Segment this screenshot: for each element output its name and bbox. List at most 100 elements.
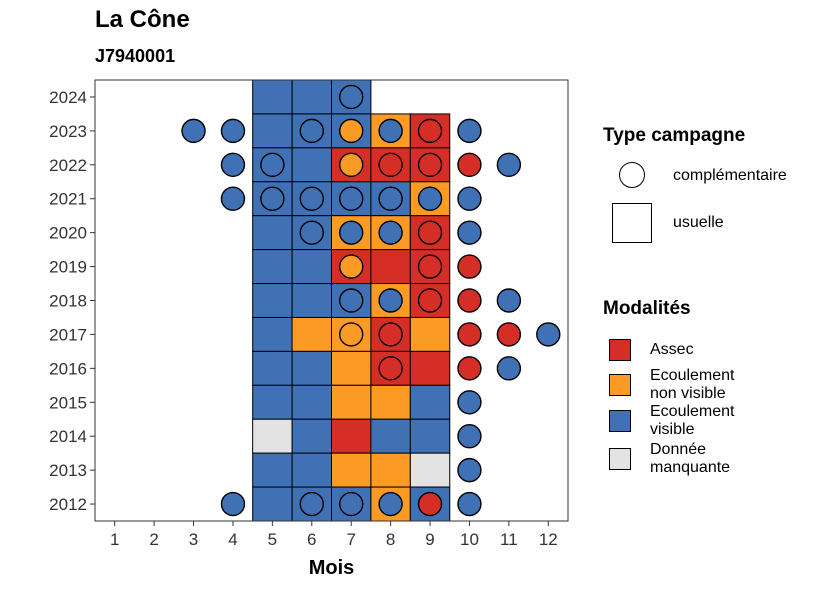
y-tick-label-2018: 2018 xyxy=(49,292,87,311)
usual-cell-2020-5 xyxy=(252,215,293,251)
complementary-point-2022-4 xyxy=(220,152,246,178)
complementary-point-2017-10 xyxy=(457,322,482,347)
complementary-point-2022-7 xyxy=(339,152,364,178)
usual-cell-2024-6 xyxy=(291,79,333,115)
usual-cell-2015-9 xyxy=(409,384,451,420)
legend-type-title: Type campagne xyxy=(603,125,746,146)
complementary-point-2018-11 xyxy=(496,288,522,313)
usual-cell-2015-8 xyxy=(370,384,411,420)
complementary-point-2012-7 xyxy=(339,491,364,517)
legend-label-line: non visible xyxy=(650,385,726,402)
legend-label-line: Donnée xyxy=(650,441,707,458)
complementary-point-2018-8 xyxy=(378,288,403,313)
complementary-point-2023-10 xyxy=(457,118,482,144)
y-tick-label-2015: 2015 xyxy=(49,393,87,412)
x-tick-label-2: 2 xyxy=(149,530,158,549)
chart-subtitle: J7940001 xyxy=(95,46,176,66)
usual-cell-2013-5 xyxy=(252,452,293,488)
usual-cell-2012-5 xyxy=(252,486,293,522)
usual-cell-2017-5 xyxy=(252,316,293,352)
complementary-point-2012-10 xyxy=(457,491,482,517)
legend-key-V xyxy=(609,410,631,432)
complementary-point-2019-10 xyxy=(457,254,482,279)
legend-label-line: Ecoulement xyxy=(650,367,735,384)
complementary-point-2019-7 xyxy=(339,254,364,279)
complementary-point-2018-10 xyxy=(457,288,482,313)
x-tick-label-9: 9 xyxy=(425,530,434,549)
usual-cell-2014-8 xyxy=(370,418,411,454)
complementary-point-2021-6 xyxy=(299,186,324,211)
complementary-point-2020-9 xyxy=(417,220,443,245)
legend-key-circle xyxy=(619,162,645,188)
complementary-point-2021-9 xyxy=(417,186,443,211)
complementary-point-2016-10 xyxy=(457,356,482,381)
complementary-point-2021-5 xyxy=(260,186,285,211)
legend-label-N: Ecoulement non visible xyxy=(650,367,735,403)
usual-cell-2013-7 xyxy=(331,452,372,488)
complementary-point-2021-10 xyxy=(457,186,482,211)
complementary-point-2012-9 xyxy=(417,491,443,517)
legend-label-line: Assec xyxy=(650,341,694,358)
usual-cell-2022-6 xyxy=(291,147,333,183)
x-axis-label: Mois xyxy=(309,557,355,579)
legend-label-square: usuelle xyxy=(673,214,724,231)
usual-cell-2015-6 xyxy=(291,384,333,420)
usual-cell-2016-7 xyxy=(331,350,372,386)
y-tick-label-2019: 2019 xyxy=(49,258,87,277)
complementary-point-2023-9 xyxy=(417,118,443,144)
y-tick-label-2023: 2023 xyxy=(49,122,87,141)
usual-cell-2017-6 xyxy=(291,316,333,352)
complementary-point-2016-11 xyxy=(496,356,522,381)
chart-title: La Cône xyxy=(95,6,190,33)
complementary-point-2023-8 xyxy=(378,118,403,144)
legend-label-A: Assec xyxy=(650,341,694,359)
complementary-point-2023-6 xyxy=(299,118,324,144)
x-tick-label-7: 7 xyxy=(346,530,355,549)
complementary-point-2016-8 xyxy=(378,356,403,381)
x-tick-label-12: 12 xyxy=(539,530,558,549)
complementary-point-2023-7 xyxy=(339,118,364,144)
complementary-point-2018-9 xyxy=(417,288,443,313)
x-tick-label-6: 6 xyxy=(307,530,316,549)
usual-cell-2023-5 xyxy=(252,113,293,149)
legend-modalites-title: Modalités xyxy=(603,298,691,319)
complementary-point-2017-8 xyxy=(378,322,403,347)
complementary-point-2022-10 xyxy=(457,152,482,178)
usual-cell-2013-8 xyxy=(370,452,411,488)
legend-label-circle: complémentaire xyxy=(673,167,787,184)
complementary-point-2017-12 xyxy=(536,322,561,347)
complementary-point-2020-6 xyxy=(299,220,324,245)
usual-cell-2015-7 xyxy=(331,384,372,420)
x-tick-label-10: 10 xyxy=(460,530,479,549)
complementary-point-2022-8 xyxy=(378,152,403,178)
usual-cell-2013-9 xyxy=(409,452,451,488)
x-tick-label-8: 8 xyxy=(386,530,395,549)
complementary-point-2015-10 xyxy=(457,390,482,415)
usual-cell-2019-8 xyxy=(370,249,411,285)
legend-label-M: Donnée manquante xyxy=(650,441,730,477)
y-tick-label-2013: 2013 xyxy=(49,461,87,480)
usual-cell-2016-6 xyxy=(291,350,333,386)
usual-cell-2015-5 xyxy=(252,384,293,420)
x-tick-label-11: 11 xyxy=(500,530,518,549)
legend-key-A xyxy=(609,339,631,361)
complementary-point-2013-10 xyxy=(457,457,482,483)
complementary-point-2021-7 xyxy=(339,186,364,211)
x-tick-label-5: 5 xyxy=(268,530,277,549)
usual-cell-2016-5 xyxy=(252,350,293,386)
legend-key-N xyxy=(609,374,631,396)
complementary-point-2012-4 xyxy=(220,491,246,517)
y-tick-label-2022: 2022 xyxy=(49,156,87,175)
complementary-point-2019-9 xyxy=(417,254,443,279)
x-tick-label-1: 1 xyxy=(110,530,119,549)
usual-cell-2019-6 xyxy=(291,249,333,285)
usual-cell-2014-9 xyxy=(409,418,451,454)
legend-label-V: Ecoulement visible xyxy=(650,403,735,439)
y-axis: 2012 2013 2014 2015 2016 2017 2018 2019 2020 2021… xyxy=(49,88,95,514)
complementary-point-2020-8 xyxy=(378,220,403,245)
usual-cell-2017-9 xyxy=(409,316,451,352)
complementary-point-2012-8 xyxy=(378,491,403,517)
usual-cell-2018-5 xyxy=(252,283,293,318)
y-tick-label-2012: 2012 xyxy=(49,495,87,514)
usual-cell-2024-5 xyxy=(252,79,293,115)
